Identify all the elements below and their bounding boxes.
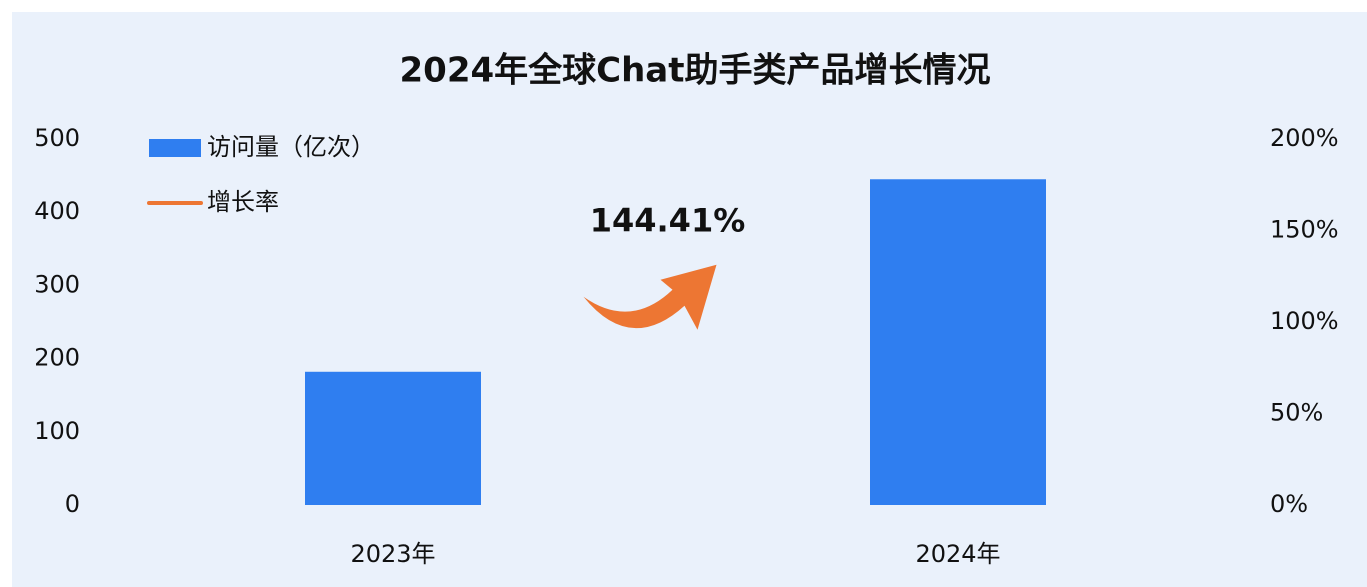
y2-tick-label: 150% [1270,216,1339,244]
data-label: 144.41% [590,202,746,240]
chart-title: 2024年全球Chat助手类产品增长情况 [400,51,991,91]
x-tick-label: 2024年 [915,540,1000,568]
growth-arrow [583,264,717,330]
y2-tick-label: 0% [1270,490,1308,518]
y-tick-label: 500 [34,124,80,152]
x-tick-label: 2023年 [350,540,435,568]
legend-swatch [149,139,201,157]
y-tick-label: 300 [34,270,80,298]
bar [305,371,481,505]
legend-label: 增长率 [207,188,279,216]
bar [870,179,1046,505]
y2-tick-label: 100% [1270,307,1339,335]
y2-tick-label: 200% [1270,124,1339,152]
y-tick-label: 0 [65,490,80,518]
legend-label: 访问量（亿次） [207,133,375,161]
y-tick-label: 400 [34,197,80,225]
y-tick-label: 200 [34,344,80,372]
y-tick-label: 100 [34,417,80,445]
y2-tick-label: 50% [1270,399,1323,427]
